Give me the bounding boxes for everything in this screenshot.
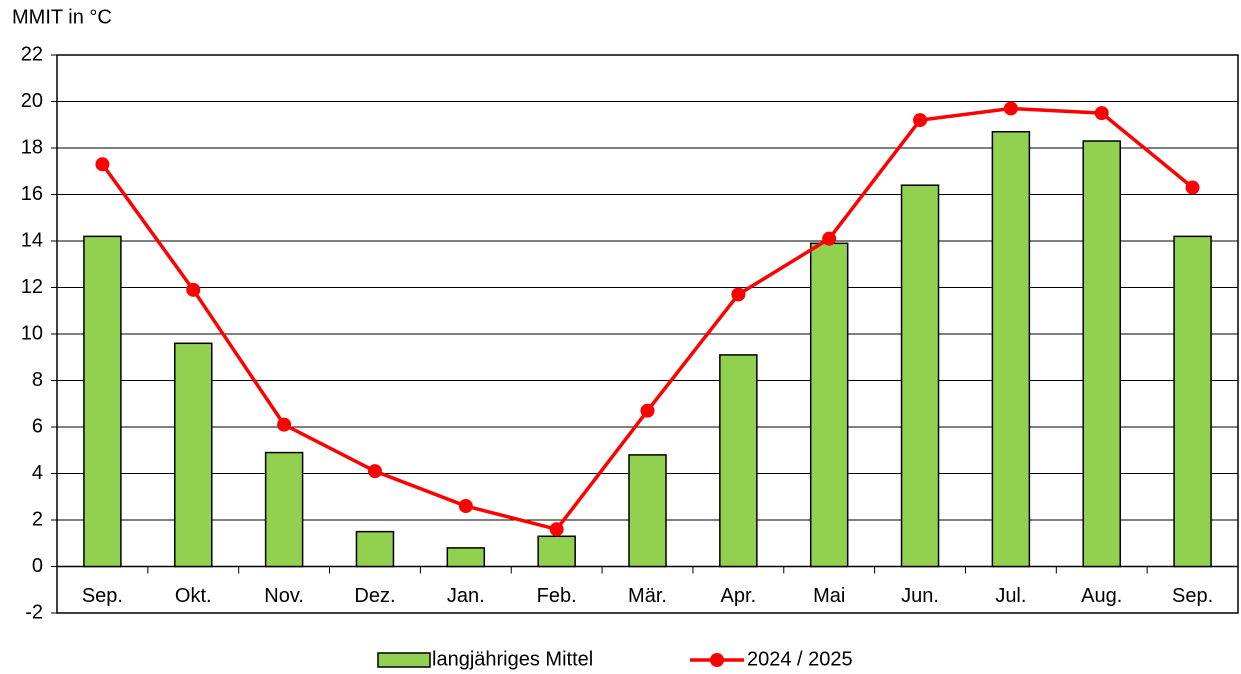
x-tick-label: Nov. [264, 585, 304, 607]
line-marker [640, 403, 655, 418]
legend-label: langjähriges Mittel [432, 648, 593, 670]
x-tick-label: Jan. [447, 585, 485, 607]
y-tick-label: 10 [21, 322, 43, 344]
x-tick-label: Jul. [995, 585, 1026, 607]
line-marker [186, 282, 201, 297]
bar [83, 235, 122, 568]
bar [1173, 235, 1212, 568]
x-tick-label: Sep. [1172, 585, 1213, 607]
y-tick-label: 20 [21, 90, 43, 112]
bar [719, 354, 758, 568]
x-tick-label: Mai [813, 585, 845, 607]
x-tick-label: Jun. [901, 585, 939, 607]
x-tick-label: Apr. [721, 585, 757, 607]
y-tick-label: 12 [21, 276, 43, 298]
bar [1082, 140, 1121, 568]
bar [991, 130, 1031, 568]
line-marker [731, 287, 746, 302]
y-tick-label: 14 [21, 229, 43, 251]
x-tick-label: Aug. [1081, 585, 1122, 607]
y-tick-label: -2 [25, 601, 43, 623]
legend-swatch [377, 652, 431, 668]
plot-border [56, 54, 1239, 614]
line-marker [1185, 180, 1200, 195]
y-tick-label: 2 [32, 508, 43, 530]
y-tick-label: 8 [32, 369, 43, 391]
y-axis-label: MMIT in °C [12, 6, 112, 28]
x-tick-label: Okt. [175, 585, 212, 607]
line-marker [822, 231, 837, 246]
line-marker [458, 499, 473, 514]
x-tick-label: Mär. [628, 585, 667, 607]
line-marker [1094, 106, 1109, 121]
y-tick-label: 22 [21, 43, 43, 65]
bar [264, 451, 304, 568]
line-marker [95, 157, 110, 172]
line-marker [1003, 101, 1018, 116]
bar [900, 184, 940, 568]
line-marker [367, 464, 382, 479]
x-tick-label: Sep. [82, 585, 123, 607]
x-tick-label: Dez. [354, 585, 395, 607]
bar [628, 454, 667, 568]
bar [537, 535, 576, 568]
line-marker [277, 417, 292, 432]
legend-marker [710, 653, 724, 667]
y-tick-label: 6 [32, 415, 43, 437]
bar [355, 530, 395, 568]
y-tick-label: 4 [32, 462, 43, 484]
line-marker [913, 113, 928, 128]
y-tick-label: 18 [21, 136, 43, 158]
bar [446, 547, 486, 568]
y-tick-label: 16 [21, 183, 43, 205]
x-tick-label: Feb. [537, 585, 577, 607]
bar [174, 342, 213, 568]
line-marker [549, 522, 564, 537]
legend-label: 2024 / 2025 [747, 648, 853, 670]
bar [809, 242, 849, 568]
y-tick-label: 0 [32, 555, 43, 577]
